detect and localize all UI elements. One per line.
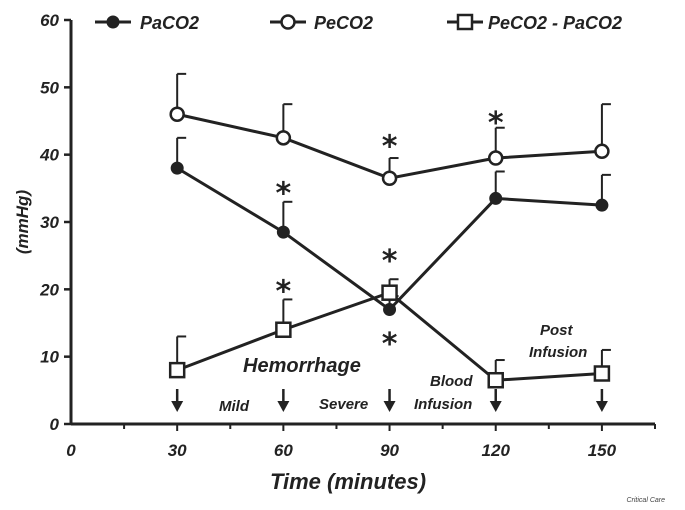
- legend: PaCO2 PeCO2 PeCO2 - PaCO2: [95, 13, 622, 33]
- data-point: [381, 284, 398, 301]
- significance-star: *: [382, 327, 398, 362]
- annotation-post-infusion: Infusion: [529, 344, 587, 361]
- axes: [64, 18, 656, 431]
- data-point: [381, 170, 398, 186]
- data-point: [169, 106, 185, 123]
- series-open-square: [168, 278, 611, 389]
- event-arrow-head: [277, 401, 290, 412]
- y-tick-labels: 0 10 20 30 40 50 60: [39, 11, 59, 434]
- data-point: [275, 130, 292, 146]
- data-point: [487, 371, 504, 389]
- y-tick-label: 50: [40, 78, 59, 97]
- significance-star: *: [488, 106, 504, 141]
- data-point: [170, 161, 184, 175]
- annotation-severe: Severe: [319, 396, 368, 413]
- x-tick-label: 60: [274, 441, 293, 460]
- annotation-infusion: Infusion: [414, 396, 472, 413]
- x-tick-label: 120: [482, 441, 511, 460]
- event-arrow-head: [171, 401, 184, 412]
- x-tick-label: 90: [380, 441, 399, 460]
- data-point: [275, 321, 292, 338]
- legend-marker: [106, 15, 120, 29]
- annotation-mild: Mild: [219, 398, 250, 415]
- annotations: Hemorrhage Mild Severe Blood Infusion Po…: [219, 322, 587, 415]
- data-point: [595, 198, 609, 212]
- y-tick-label: 10: [40, 348, 59, 367]
- y-tick-label: 30: [40, 213, 59, 232]
- event-arrows: [171, 389, 608, 412]
- legend-marker: [456, 13, 474, 31]
- legend-label: PaCO2: [140, 13, 199, 33]
- significance-star: *: [382, 244, 398, 279]
- legend-marker: [280, 14, 296, 30]
- y-tick-label: 0: [50, 415, 60, 434]
- x-tick-labels: 0 30 60 90 120 150: [66, 441, 616, 460]
- y-tick-label: 20: [39, 280, 59, 299]
- legend-label: PeCO2: [314, 13, 373, 33]
- data-point: [168, 361, 186, 379]
- y-tick-label: 60: [40, 11, 59, 30]
- series-open-circle: [169, 72, 611, 186]
- significance-markers: * * * * * *: [276, 106, 504, 362]
- data-point: [489, 191, 503, 205]
- annotation-post: Post: [540, 322, 574, 339]
- event-arrow-head: [383, 401, 396, 412]
- significance-star: *: [276, 177, 292, 212]
- data-point: [487, 150, 504, 166]
- x-tick-label: 30: [168, 441, 187, 460]
- annotation-hemorrhage: Hemorrhage: [243, 355, 361, 377]
- legend-label: PeCO2 - PaCO2: [488, 13, 622, 33]
- series-layer: [168, 72, 611, 389]
- x-tick-label: 150: [588, 441, 617, 460]
- credit-text: Critical Care: [626, 497, 665, 504]
- event-arrow-head: [489, 401, 502, 412]
- data-point: [593, 365, 611, 382]
- data-point: [594, 143, 610, 160]
- significance-star: *: [382, 130, 398, 165]
- significance-star: *: [276, 274, 292, 309]
- data-point: [383, 303, 397, 317]
- data-point: [276, 225, 290, 239]
- x-tick-label: 0: [66, 441, 76, 460]
- event-arrow-head: [595, 401, 608, 412]
- x-axis-label: Time (minutes): [270, 469, 426, 494]
- y-axis-label: (mmHg): [13, 190, 32, 255]
- annotation-blood: Blood: [430, 373, 473, 390]
- y-tick-label: 40: [39, 146, 59, 165]
